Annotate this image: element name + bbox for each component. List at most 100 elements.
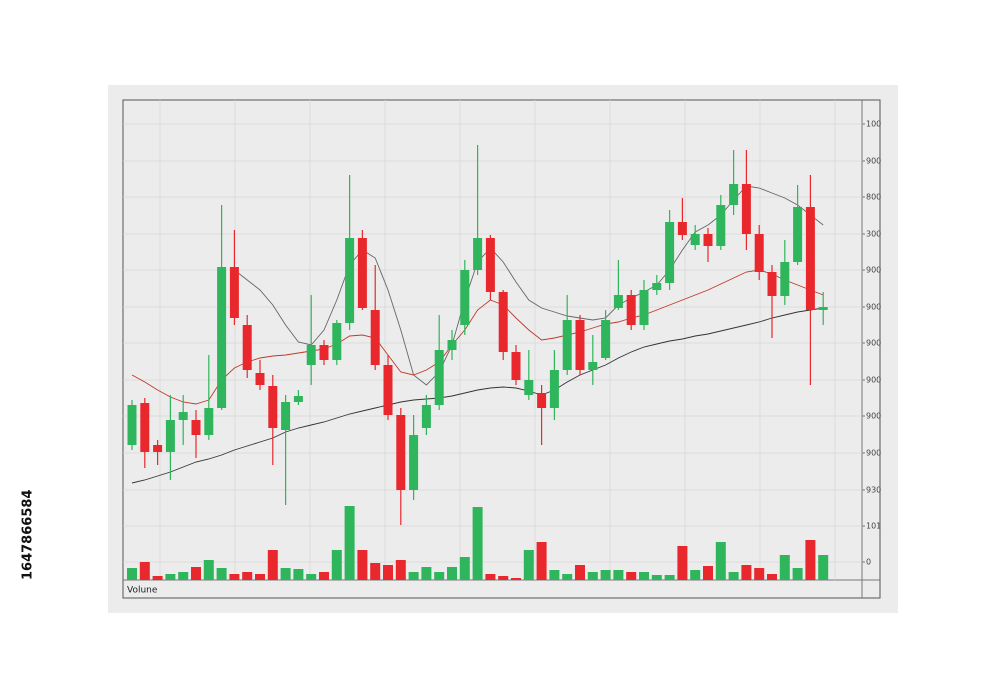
candle-body	[178, 412, 188, 420]
candle-body	[485, 238, 495, 292]
y-tick-label: 930	[866, 486, 881, 495]
volume-bar	[587, 572, 598, 580]
stock-id: 1647866584	[21, 490, 36, 580]
volume-bar	[485, 574, 496, 580]
moving-average	[131, 307, 824, 484]
y-tick-label: 900	[866, 412, 881, 421]
volume-bar	[562, 574, 573, 580]
volume-bar	[549, 570, 560, 580]
volume-bar	[165, 574, 176, 580]
volume-bar	[600, 570, 611, 580]
volume-bar	[331, 550, 342, 580]
volume-bar	[344, 506, 355, 580]
volume-bar	[319, 572, 329, 580]
candle-body	[409, 435, 419, 490]
candle-body	[217, 267, 227, 408]
y-tick-label: 101	[866, 522, 881, 531]
volume-bar	[306, 574, 317, 580]
candle-body	[562, 320, 572, 370]
volume-bar	[728, 572, 739, 580]
volume-bar	[664, 575, 675, 580]
candle-body	[165, 420, 175, 452]
volume-bar	[677, 546, 688, 580]
candle-body	[281, 402, 291, 430]
y-tick-label: 900	[866, 376, 881, 385]
candle-body	[370, 310, 380, 365]
volume-bar	[191, 567, 201, 580]
candle-body	[613, 295, 623, 308]
y-tick-label: 300	[866, 230, 881, 239]
candle-body	[473, 238, 483, 270]
candle-body	[805, 207, 815, 310]
volume-bar	[357, 550, 368, 580]
y-tick-label: 900	[866, 449, 881, 458]
candle-body	[242, 325, 252, 370]
volume-bar	[293, 569, 304, 580]
volume-bar	[741, 565, 752, 580]
candle-body	[447, 340, 457, 350]
volume-bar	[818, 555, 829, 580]
candle-body	[549, 370, 559, 408]
volume-bar	[639, 572, 649, 580]
candle-body	[293, 396, 303, 402]
candle-body	[741, 184, 751, 234]
volume-bar	[280, 568, 291, 580]
volume-bar	[216, 568, 227, 580]
candle-body	[524, 380, 534, 395]
candle-body	[665, 222, 675, 283]
volume-bar	[242, 572, 253, 580]
candle-body	[729, 184, 739, 205]
candle-body	[421, 405, 431, 428]
candle-body	[677, 222, 687, 235]
volume-bar	[767, 574, 777, 580]
candle-body	[626, 295, 636, 325]
candle-body	[434, 350, 444, 405]
candle-body	[703, 234, 713, 246]
volume-bar	[536, 542, 547, 580]
candle-body	[690, 234, 700, 245]
candle-body	[601, 320, 611, 358]
candle-body	[357, 238, 367, 308]
candle-body	[588, 362, 598, 370]
candle-body	[255, 373, 265, 385]
volume-bar	[498, 576, 509, 580]
y-tick-label: 900	[866, 266, 881, 275]
volume-bar	[690, 570, 701, 580]
volume-bar	[421, 567, 432, 580]
y-tick-label: 100	[866, 120, 881, 129]
volume-bar	[203, 560, 214, 580]
volume-bar	[178, 572, 189, 580]
y-tick-label: 900	[866, 157, 881, 166]
candle-body	[306, 345, 316, 365]
candle-body	[652, 283, 662, 290]
volume-bar	[626, 572, 637, 580]
volume-bar	[472, 507, 483, 580]
candle-body	[332, 323, 342, 360]
volume-bar	[779, 555, 790, 580]
candle-body	[537, 393, 547, 408]
volume-bar	[523, 550, 534, 580]
candle-body	[639, 290, 649, 325]
volume-bar	[267, 550, 278, 580]
candle-body	[319, 345, 329, 360]
candle-body	[780, 262, 790, 296]
volume-bar	[447, 567, 457, 580]
y-tick-label: 900	[866, 303, 881, 312]
candle-body	[767, 272, 777, 296]
candle-body	[460, 270, 470, 325]
candle-body	[204, 408, 214, 435]
volume-bar	[255, 574, 265, 580]
candle-body	[498, 292, 508, 352]
volume-bar	[805, 540, 816, 580]
candle-body	[511, 352, 521, 380]
volume-bar	[152, 576, 163, 580]
candle-body	[191, 420, 201, 435]
candle-body	[716, 205, 726, 246]
y-tick-label: 0	[866, 558, 871, 567]
candle-body	[754, 234, 764, 272]
candle-body	[575, 320, 585, 370]
volume-bar	[383, 565, 393, 580]
volume-bar	[139, 562, 150, 580]
volume-bar	[575, 565, 585, 580]
candle-body	[396, 415, 406, 490]
